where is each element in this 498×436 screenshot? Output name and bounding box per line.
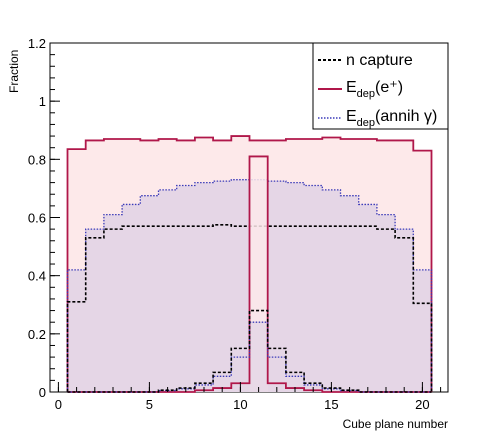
peak-histograms (67, 155, 432, 393)
histogram-e-dep-e (66, 135, 433, 392)
x-tick-label: 10 (233, 397, 247, 412)
x-tick-label: 20 (415, 397, 429, 412)
y-tick-label: 0.4 (28, 269, 46, 284)
peak-fill-e-dep-annih (249, 322, 268, 392)
x-tick-label: 5 (146, 397, 153, 412)
legend-entry-n-capture: n capture (318, 52, 413, 69)
y-tick-label: 0.6 (28, 211, 46, 226)
x-tick-label: 15 (324, 397, 338, 412)
legend-label-edep-annih-gamma: Edep(annih γ) (346, 108, 437, 129)
x-axis-title: Cube plane number (343, 417, 448, 431)
legend-label-n-capture: n capture (346, 52, 413, 69)
legend-box (312, 42, 449, 130)
x-tick-label: 0 (55, 397, 62, 412)
axes: 0 0.2 0.4 0.6 0.8 1 1.2 0 5 10 15 20 (28, 36, 442, 412)
peak-histogram-n-capture (67, 309, 432, 393)
legend-entry-edep-positron: Edep(e⁺) (318, 79, 403, 100)
y-axis-title: Fraction (7, 50, 21, 93)
y-tick-label: 1 (39, 94, 46, 109)
legend-entry-edep-annih-gamma: Edep(annih γ) (318, 108, 437, 129)
y-tick-label: 0.2 (28, 327, 46, 342)
legend-label-edep-positron: Edep(e⁺) (346, 79, 403, 100)
y-tick-label: 1.2 (28, 36, 46, 51)
histogram-n-capture (66, 223, 433, 392)
y-tick-label: 0.8 (28, 152, 46, 167)
y-tick-label: 0 (39, 385, 46, 400)
legend: n capture Edep(e⁺) Edep(annih γ) (312, 42, 449, 130)
